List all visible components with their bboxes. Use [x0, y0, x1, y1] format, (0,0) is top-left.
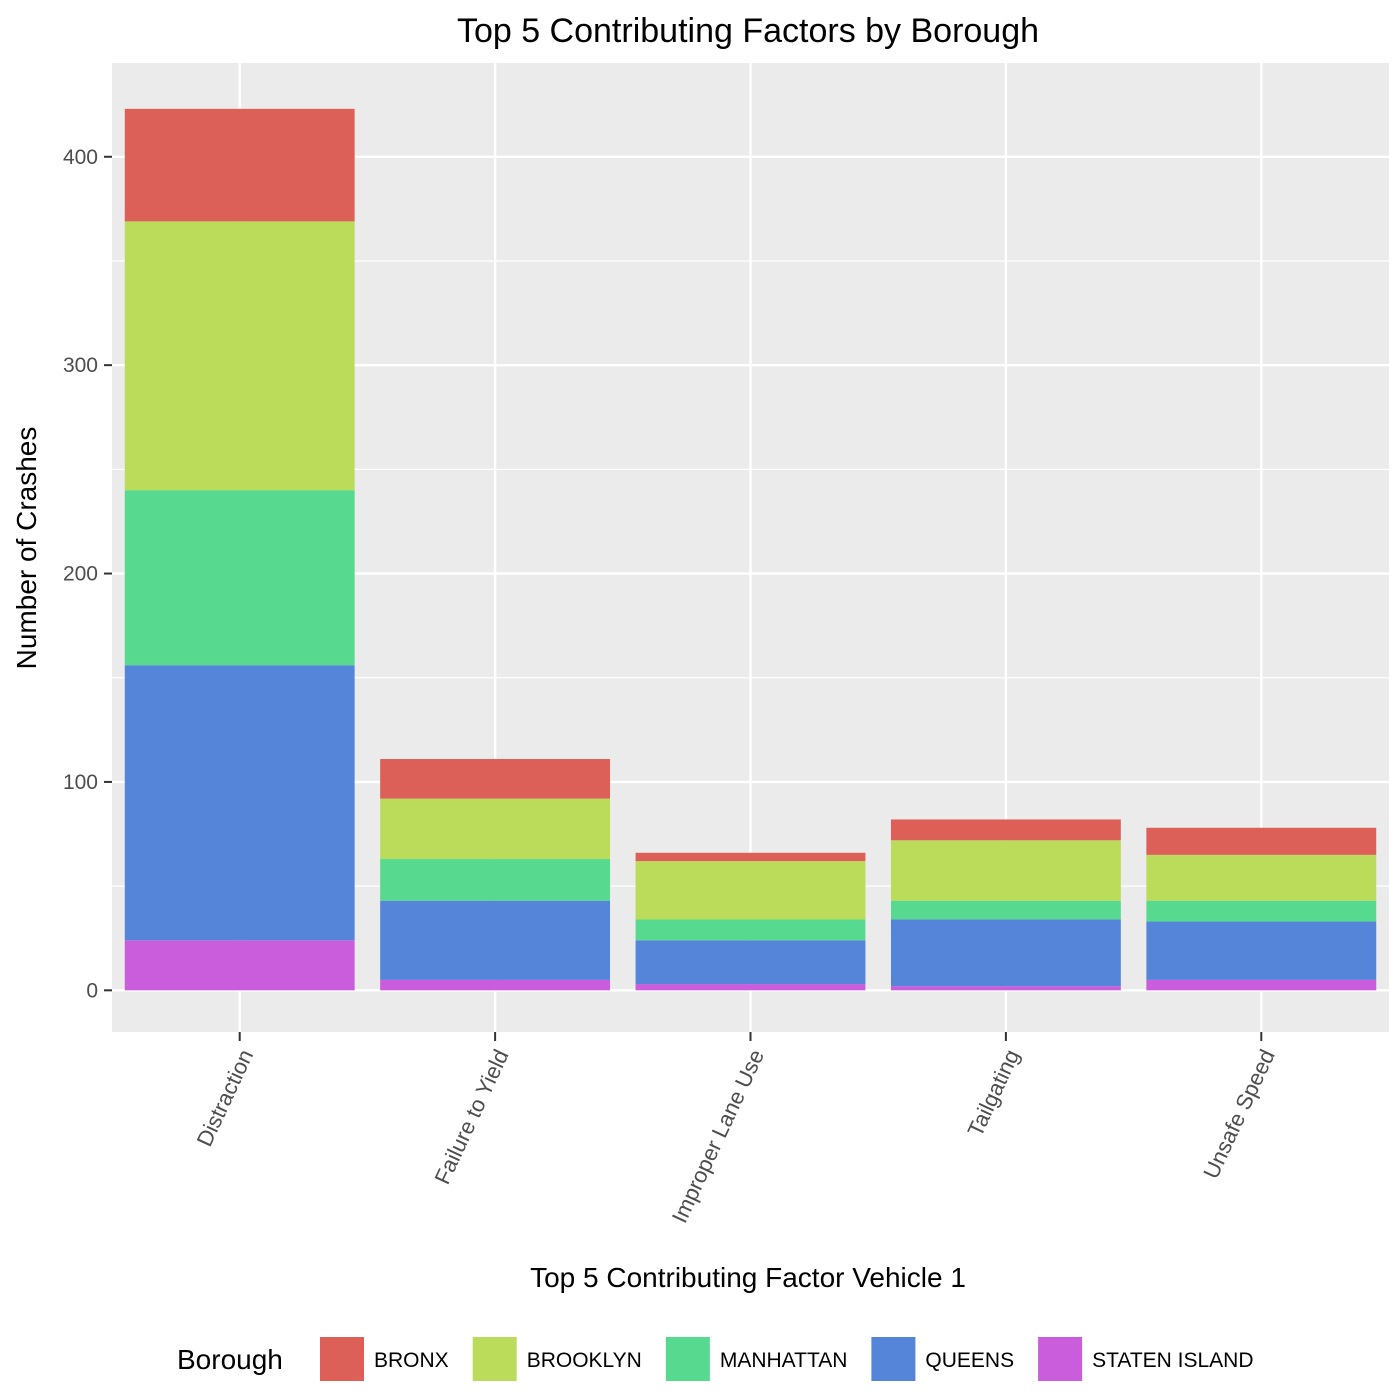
y-tick-label: 100 [63, 771, 98, 794]
bar-segment [1146, 900, 1377, 922]
y-axis: 0 100 200 300 400 [63, 146, 112, 1002]
x-tick-label: Improper Lane Use [667, 1046, 769, 1227]
x-tick-label: Unsafe Speed [1198, 1046, 1280, 1183]
bar-segment [635, 852, 866, 862]
bar-segment [380, 979, 611, 991]
bar-segment [890, 919, 1121, 987]
bar-segment [890, 840, 1121, 901]
legend-label: QUEENS [925, 1349, 1014, 1372]
bar-segment [124, 490, 355, 666]
legend-label: BROOKLYN [527, 1349, 642, 1372]
bar-segment [1146, 854, 1377, 901]
bar-segment [1146, 979, 1377, 991]
bar-segment [635, 984, 866, 991]
bar-segment [124, 940, 355, 991]
legend-label: BRONX [374, 1349, 449, 1372]
legend-key [472, 1337, 517, 1381]
y-tick-label: 200 [63, 563, 98, 586]
bars [124, 108, 1377, 991]
x-axis-title: Top 5 Contributing Factor Vehicle 1 [530, 1262, 966, 1293]
bar-segment [890, 819, 1121, 841]
bar-segment [635, 940, 866, 985]
bar-segment [124, 221, 355, 491]
bar-segment [890, 900, 1121, 920]
bar-segment [380, 759, 611, 799]
legend-title: Borough [177, 1344, 283, 1375]
legend-label: STATEN ISLAND [1092, 1349, 1253, 1372]
legend: Borough BRONX BROOKLYN MANHATTAN QUEENS STAT… [177, 1337, 1254, 1381]
x-tick-label: Distraction [192, 1046, 259, 1151]
bar-segment [890, 986, 1121, 991]
bar-segment [124, 108, 355, 222]
bar-segment [635, 861, 866, 920]
y-tick-label: 300 [63, 354, 98, 377]
x-tick-label: Tailgating [962, 1046, 1024, 1141]
x-tick-label: Failure to Yield [429, 1046, 513, 1188]
legend-key [320, 1337, 364, 1381]
y-tick-label: 400 [63, 146, 98, 169]
bar-segment [635, 919, 866, 941]
x-axis: Distraction Failure to Yield Improper Lane… [192, 1032, 1280, 1227]
bar-segment [380, 900, 611, 980]
y-axis-title: Number of Crashes [11, 427, 42, 670]
bar-segment [124, 665, 355, 941]
bar-segment [1146, 921, 1377, 980]
bar-segment [1146, 827, 1377, 855]
bar-segment [380, 859, 611, 901]
y-tick-label: 0 [86, 979, 98, 1002]
legend-label: MANHATTAN [720, 1349, 848, 1372]
bar-segment [380, 798, 611, 860]
chart-title: Top 5 Contributing Factors by Borough [457, 12, 1039, 50]
legend-key [1038, 1337, 1083, 1381]
legend-key [665, 1337, 710, 1381]
legend-key [871, 1337, 916, 1381]
